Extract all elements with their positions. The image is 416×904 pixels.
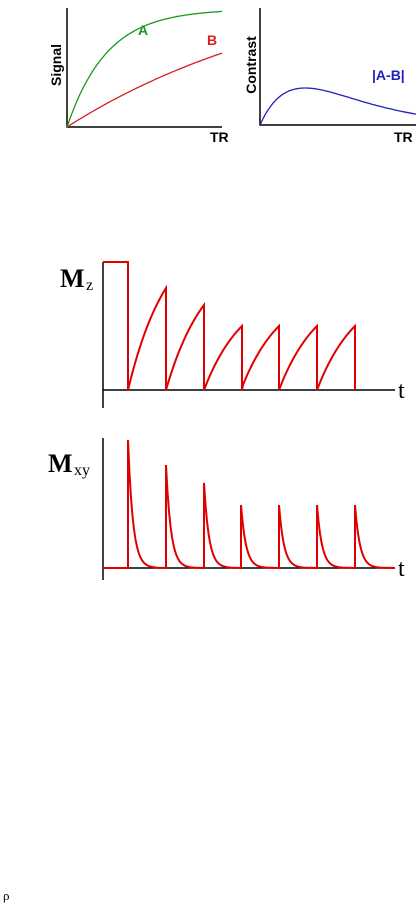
label-main: M	[48, 449, 73, 478]
mxy-curve	[103, 439, 396, 570]
mz-curve	[103, 261, 356, 391]
label-main: M	[60, 264, 85, 293]
curve-label: |A-B|	[372, 67, 405, 83]
x-label: TR	[394, 129, 413, 145]
y-label: Signal	[48, 44, 64, 86]
x-label: t	[398, 378, 405, 404]
footer: ρ	[3, 888, 10, 903]
contrast-curve	[259, 87, 416, 126]
curve-label: A	[138, 22, 148, 38]
x-label: TR	[210, 129, 229, 145]
y-label: Contrast	[243, 36, 259, 94]
label-sub: xy	[74, 462, 90, 479]
curve-label: B	[207, 32, 217, 48]
curve-a	[66, 10, 223, 128]
x-label: t	[398, 556, 405, 582]
label-sub: z	[86, 277, 93, 294]
curve-b	[66, 52, 223, 128]
axes	[66, 8, 416, 580]
